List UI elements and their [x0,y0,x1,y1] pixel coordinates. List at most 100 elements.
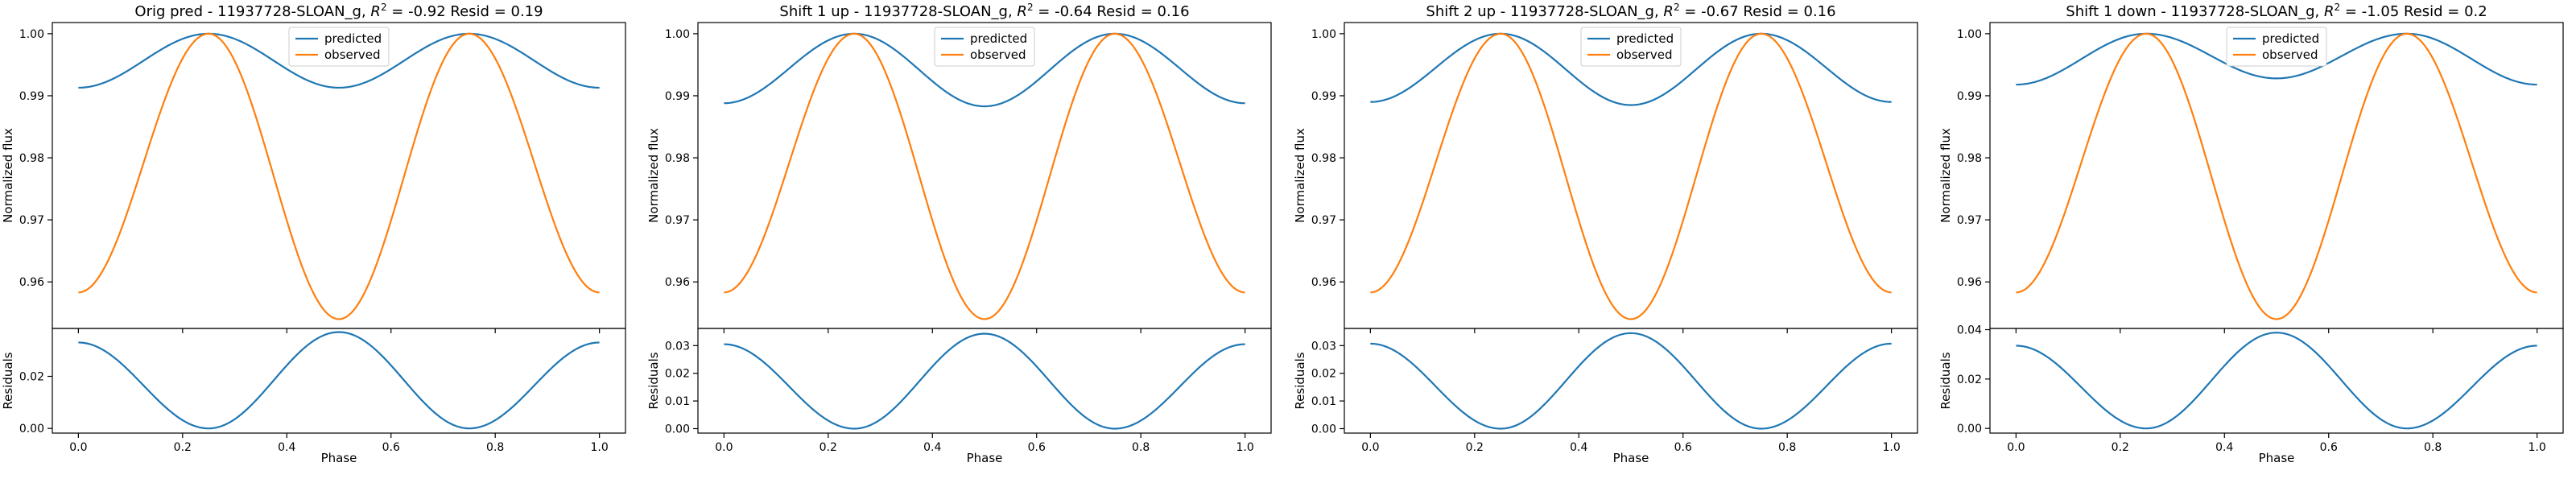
flux-axes-frame [1989,22,2564,329]
flux-ytick-label: 0.99 [665,90,690,103]
title-suffix: = -0.92 Resid = 0.19 [387,3,543,20]
residuals-ytick-label: 0.00 [665,423,690,436]
xtick-label: 1.0 [1236,441,1254,454]
observed-line [1370,32,1892,320]
residuals-y-axis-label: Residuals [1,352,15,409]
residuals-ytick-label: 0.00 [1957,423,1982,436]
observed-line [2016,32,2537,320]
flux-y-axis-label: Normalized flux [1,128,15,223]
flux-ytick-label: 1.00 [19,28,44,41]
residuals-axes-frame [52,328,626,434]
residuals-line [2016,332,2537,430]
xtick-label: 0.0 [69,441,87,454]
x-axis-label: Phase [1613,451,1649,465]
title-r2-exponent: 2 [1674,2,1680,13]
xtick-label: 1.0 [1883,441,1901,454]
flux-axes-frame [1344,22,1918,329]
xtick-label: 0.2 [1466,441,1484,454]
residuals-y-axis-label: Residuals [1938,352,1953,409]
residuals-line [724,332,1245,430]
xtick-label: 0.4 [278,441,295,454]
residuals-axes-frame [1344,328,1918,434]
xtick-label: 0.2 [2112,441,2129,454]
flux-ytick-label: 0.98 [665,152,690,165]
xtick-label: 0.6 [1028,441,1046,454]
legend-box [2226,27,2327,67]
flux-ytick-label: 1.00 [1311,28,1336,41]
flux-ytick-label: 0.97 [1957,214,1982,227]
residuals-ytick-label: 0.03 [665,340,690,353]
legend-label-predicted: predicted [970,31,1027,46]
predicted-line [78,32,600,89]
legend-label-predicted: predicted [1616,31,1674,46]
flux-ytick-label: 0.96 [1311,276,1336,289]
title-r2-exponent: 2 [381,2,387,13]
xtick-label: 0.8 [1778,441,1796,454]
flux-axes-frame [697,22,1272,329]
legend-label-observed: observed [1616,47,1673,62]
xtick-label: 0.4 [1570,441,1587,454]
xtick-label: 0.8 [1132,441,1150,454]
flux-ytick-label: 0.99 [1957,90,1982,103]
legend-box [288,27,390,67]
chart-title: Shift 2 up - 11937728-SLOAN_g, R2 = -0.6… [1426,2,1835,20]
residuals-ytick-label: 0.03 [1311,340,1336,353]
residuals-ytick-label: 0.04 [1957,324,1982,337]
xtick-label: 0.6 [382,441,400,454]
xtick-label: 0.0 [1361,441,1379,454]
xtick-label: 0.4 [923,441,941,454]
title-prefix: Shift 2 up - 11937728-SLOAN_g, [1426,3,1663,20]
xtick-label: 0.0 [2007,441,2025,454]
flux-y-axis-label: Normalized flux [1293,128,1307,223]
residuals-ytick-label: 0.02 [19,371,44,384]
flux-y-axis-label: Normalized flux [646,128,661,223]
legend-label-predicted: predicted [2262,31,2319,46]
flux-ytick-label: 0.97 [19,214,44,227]
xtick-label: 0.2 [819,441,837,454]
legend-box [934,27,1035,67]
title-r2-symbol: R [370,3,381,20]
flux-ytick-label: 1.00 [665,28,690,41]
x-axis-label: Phase [967,451,1003,465]
residuals-ytick-label: 0.01 [1311,395,1336,408]
chart-title: Orig pred - 11937728-SLOAN_g, R2 = -0.92… [134,2,543,20]
flux-ytick-label: 0.99 [19,90,44,103]
legend-label-observed: observed [970,47,1026,62]
chart-title: Shift 1 up - 11937728-SLOAN_g, R2 = -0.6… [779,2,1189,20]
x-axis-label: Phase [321,451,357,465]
observed-line [724,32,1245,320]
flux-ytick-label: 0.96 [19,276,44,289]
predicted-line [724,32,1245,108]
xtick-label: 1.0 [591,441,609,454]
flux-ytick-label: 0.97 [665,214,690,227]
title-prefix: Shift 1 up - 11937728-SLOAN_g, [779,3,1017,20]
residuals-axes-frame [697,328,1272,434]
observed-line [78,32,600,320]
title-r2-symbol: R [1017,3,1027,20]
xtick-label: 0.6 [2320,441,2338,454]
legend-label-observed: observed [324,47,381,62]
legend-label-predicted: predicted [324,31,382,46]
panel-1: Orig pred - 11937728-SLOAN_g, R2 = -0.92… [1,2,626,465]
title-suffix: = -0.64 Resid = 0.16 [1034,3,1190,20]
legend-label-observed: observed [2262,47,2318,62]
xtick-label: 1.0 [2529,441,2546,454]
residuals-ytick-label: 0.02 [1311,368,1336,381]
title-r2-exponent: 2 [1027,2,1034,13]
title-suffix: = -0.67 Resid = 0.16 [1680,3,1836,20]
xtick-label: 0.8 [2424,441,2442,454]
x-axis-label: Phase [2259,451,2295,465]
residuals-ytick-label: 0.00 [1311,423,1336,436]
residuals-ytick-label: 0.02 [665,368,690,381]
flux-ytick-label: 0.96 [1957,276,1982,289]
flux-y-axis-label: Normalized flux [1938,128,1953,223]
xtick-label: 0.8 [486,441,504,454]
flux-ytick-label: 1.00 [1957,28,1982,41]
title-r2-symbol: R [1663,3,1674,20]
xtick-label: 0.2 [174,441,192,454]
residuals-y-axis-label: Residuals [646,352,661,409]
